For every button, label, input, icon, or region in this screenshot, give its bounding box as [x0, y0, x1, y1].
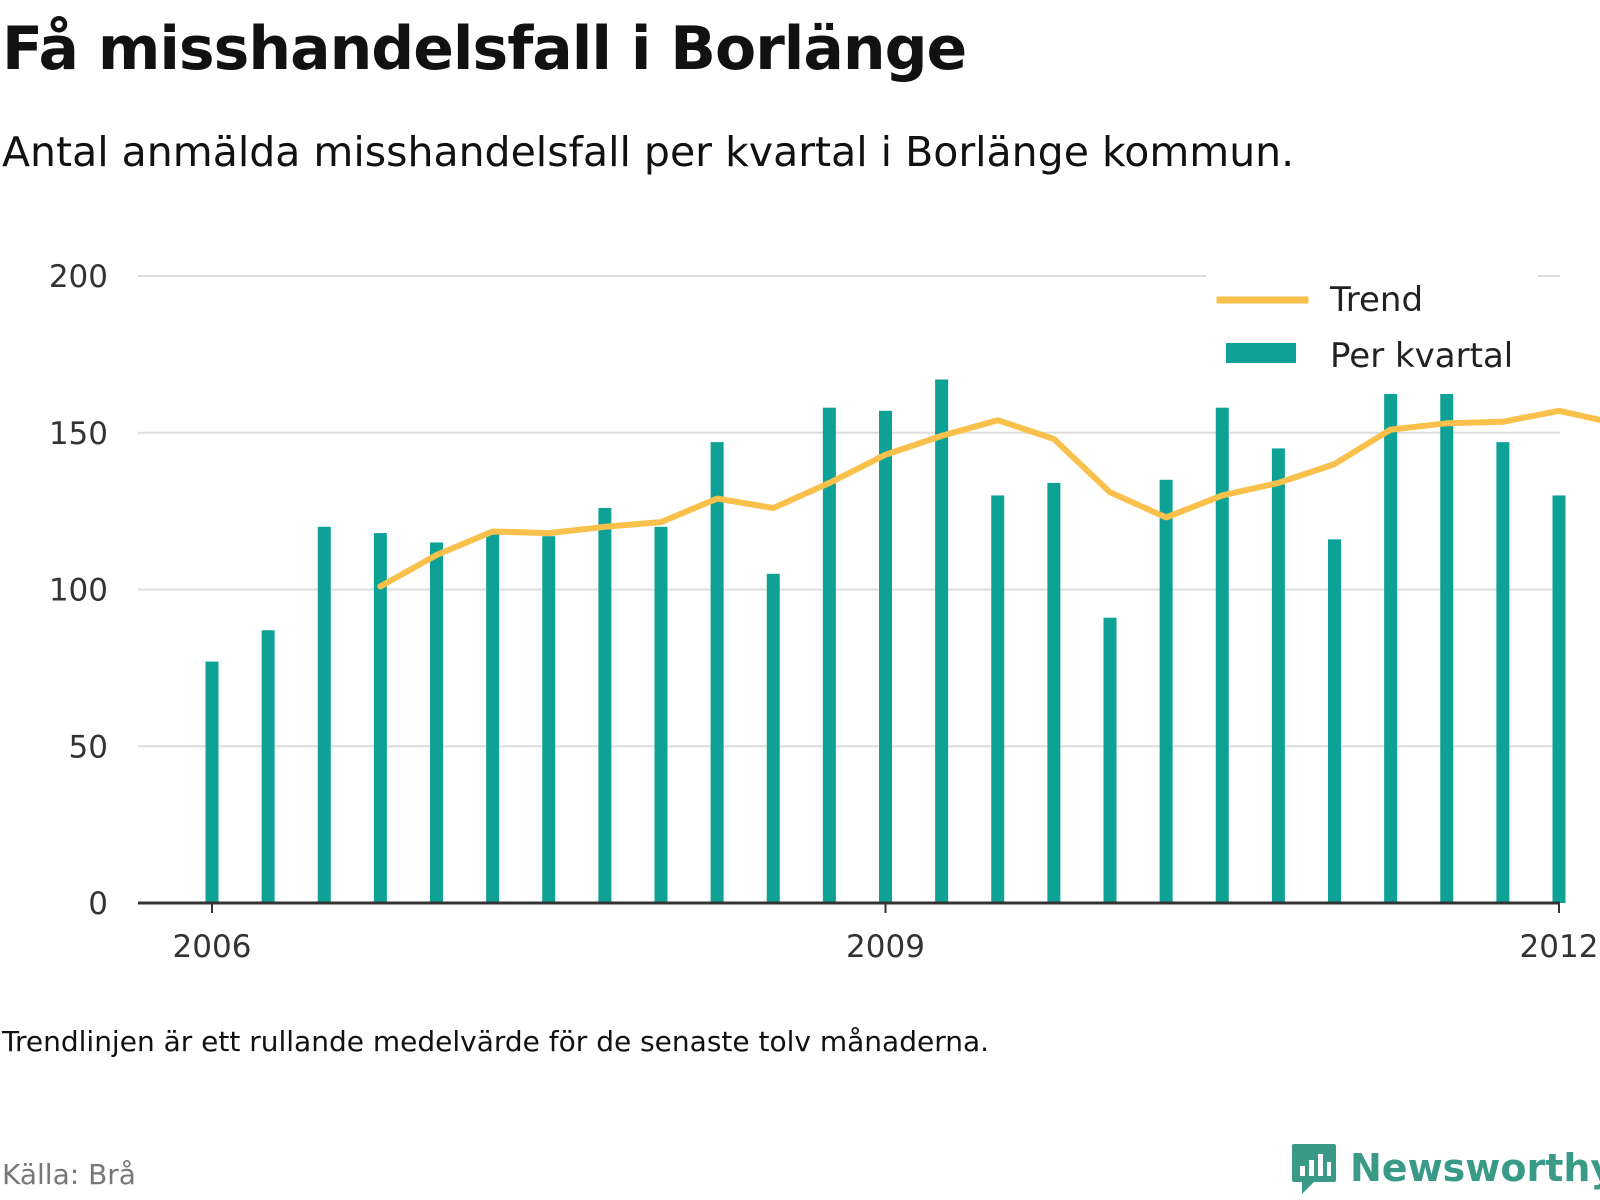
- brand-logo: Newsworthy: [1290, 1140, 1600, 1196]
- chart-note: Trendlinjen är ett rullande medelvärde f…: [2, 1025, 990, 1058]
- y-tick-label-50: 50: [69, 729, 108, 765]
- x-axis-labels: 2006200920122015201820212023: [173, 929, 1599, 965]
- bar-q20: [1271, 448, 1285, 903]
- trend-line: [377, 407, 1600, 590]
- bar-q6: [486, 533, 500, 903]
- bar-q15: [991, 495, 1005, 903]
- bar-q18: [1159, 479, 1173, 903]
- bar-q23: [1440, 385, 1454, 904]
- bar-q4: [373, 533, 387, 903]
- y-axis-labels: 0 50 100 150 200: [49, 259, 108, 922]
- bar-q13: [879, 410, 892, 903]
- chart-title: Få misshandelsfall i Borlänge: [2, 14, 967, 84]
- legend-background: [1206, 274, 1538, 394]
- x-axis: [138, 901, 1560, 913]
- bar-q16: [1047, 482, 1061, 903]
- bar-q12: [822, 407, 836, 903]
- bar-q10: [710, 442, 724, 903]
- bar-q17: [1103, 617, 1117, 903]
- bar-q1: [205, 661, 219, 903]
- x-tick-label-2009: 2009: [846, 929, 925, 965]
- bar-q24: [1496, 442, 1510, 903]
- trend-series: [377, 407, 1600, 590]
- x-tick-label-2006: 2006: [173, 929, 252, 965]
- y-tick-label-150: 150: [49, 416, 108, 452]
- bar-q7: [542, 536, 556, 903]
- bar-q11: [766, 573, 780, 903]
- y-tick-label-100: 100: [49, 573, 108, 609]
- legend-trend-label: Trend: [1329, 280, 1423, 320]
- bar-q21: [1328, 539, 1341, 903]
- x-tick-label-2012: 2012: [1520, 929, 1599, 965]
- bar-q3: [317, 526, 331, 903]
- bar-q25: [1552, 495, 1566, 903]
- bar-q8: [598, 507, 612, 903]
- legend-bar-swatch: [1226, 343, 1296, 363]
- bar-chart-speech-bubble-icon: [1292, 1144, 1336, 1194]
- bar-q9: [654, 526, 668, 903]
- bar-q5: [430, 542, 443, 903]
- bar-q14: [935, 379, 949, 903]
- bar-q19: [1215, 407, 1229, 903]
- legend-per-kvartal-label: Per kvartal: [1330, 336, 1513, 376]
- brand-name: Newsworthy: [1350, 1146, 1600, 1190]
- y-tick-label-200: 200: [49, 259, 108, 295]
- bar-series-per-kvartal: [205, 332, 1566, 904]
- legend: Trend Per kvartal: [1206, 274, 1538, 394]
- bar-q2: [261, 630, 275, 903]
- chart-subtitle: Antal anmälda misshandelsfall per kvarta…: [2, 128, 1295, 176]
- y-tick-label-0: 0: [88, 886, 108, 922]
- bar-q22: [1384, 332, 1398, 903]
- source-label: Källa: Brå: [2, 1158, 136, 1191]
